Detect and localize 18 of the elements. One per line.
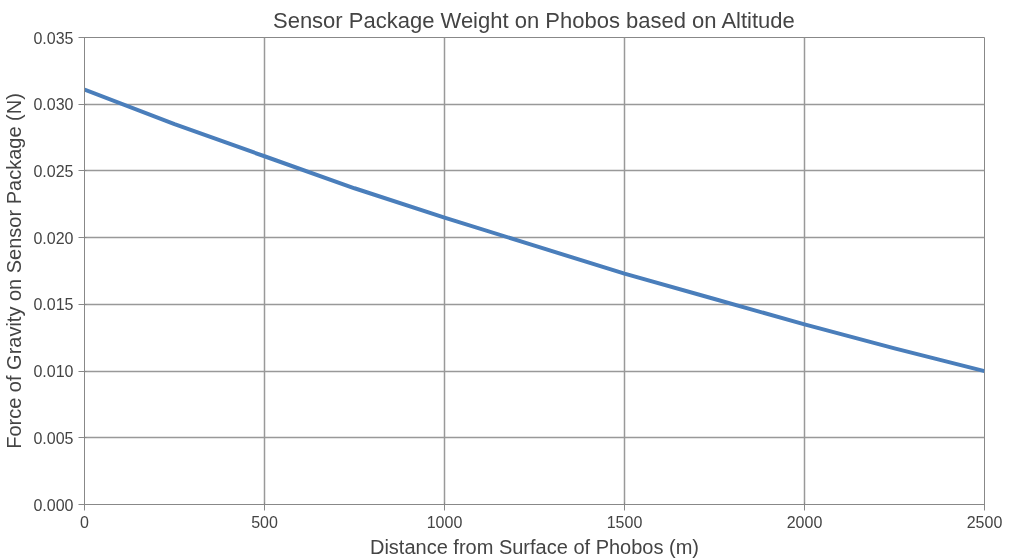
y-tick-label: 0.025	[33, 162, 74, 180]
line-series	[84, 87, 985, 374]
y-tick-label: 0.015	[33, 296, 74, 314]
y-tick-label: 0.035	[33, 29, 74, 47]
y-tick-label: 0.005	[33, 429, 74, 447]
y-tick-label: 0.010	[33, 363, 74, 381]
y-tick-label: 0.020	[33, 229, 74, 247]
y-tick-label: 0.030	[33, 96, 74, 114]
y-tick-label: 0.000	[33, 496, 74, 514]
x-tick-label: 500	[251, 513, 278, 531]
x-tick-label: 1000	[426, 513, 463, 531]
chart-title: Sensor Package Weight on Phobos based on Altitude	[272, 7, 795, 33]
x-tick-label: 2500	[966, 513, 1003, 531]
x-tick-label: 2000	[786, 513, 823, 531]
x-tick-label: 0	[80, 513, 90, 531]
y-axis-title: Force of Gravity on Sensor Package (N)	[3, 93, 26, 449]
x-axis-title: Distance from Surface of Phobos (m)	[369, 535, 700, 558]
x-tick-label: 1500	[606, 513, 643, 531]
